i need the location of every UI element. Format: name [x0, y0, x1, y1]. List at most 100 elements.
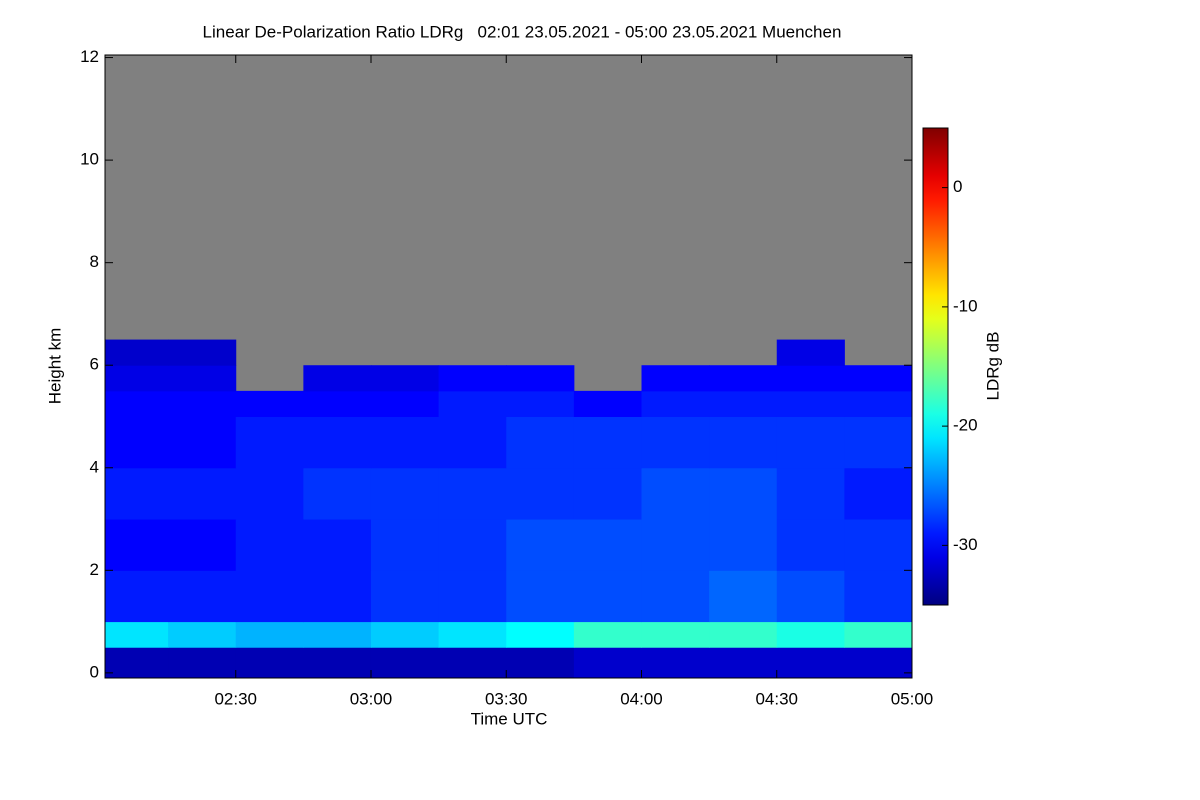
heatmap-cell [506, 621, 575, 648]
heatmap-cell [370, 467, 440, 520]
heatmap-cell [776, 467, 845, 520]
y-tick-label: 6 [90, 355, 99, 374]
x-tick-label: 04:30 [755, 689, 798, 708]
heatmap-cell [370, 519, 440, 571]
heatmap-cell [168, 621, 237, 648]
x-tick-label: 05:00 [891, 689, 934, 708]
heatmap-cell [235, 467, 304, 520]
heatmap-cell [438, 519, 507, 571]
heatmap-cell [370, 647, 440, 679]
colorbar-tick-label: -10 [953, 296, 978, 315]
y-tick-label: 4 [90, 457, 99, 476]
heatmap-cell [709, 390, 778, 417]
x-tick-label: 03:00 [350, 689, 393, 708]
heatmap-cell [370, 570, 440, 623]
heatmap-cell [776, 416, 845, 469]
y-tick-label: 0 [90, 662, 99, 681]
heatmap-cell [105, 467, 169, 520]
heatmap-cell [776, 647, 845, 679]
heatmap-cell [709, 519, 778, 571]
heatmap-cell [105, 570, 169, 623]
heatmap-cell [438, 390, 507, 417]
heatmap-cell [641, 519, 710, 571]
plot-frame [104, 54, 913, 679]
heatmap-cell [168, 416, 237, 469]
heatmap-cell [506, 570, 575, 623]
heatmap-cell [776, 339, 845, 366]
heatmap-cell [641, 467, 710, 520]
heatmap-cell [168, 647, 237, 679]
chart-title: Linear De-Polarization Ratio LDRg 02:01 … [203, 22, 842, 41]
heatmap-cell [438, 570, 507, 623]
heatmap-cell [105, 519, 169, 571]
heatmap-cell [303, 390, 372, 417]
heatmap-cell [370, 365, 440, 392]
heatmap-cell [303, 519, 372, 571]
heatmap-cell [168, 339, 237, 366]
heatmap-cell [303, 621, 372, 648]
heatmap-cell [844, 519, 913, 571]
y-tick-label: 8 [90, 252, 99, 271]
heatmap-cell [303, 365, 372, 392]
heatmap-cell [506, 416, 575, 469]
heatmap-cell [709, 467, 778, 520]
heatmap-cell [573, 621, 642, 648]
heatmap-cell [438, 621, 507, 648]
y-tick-label: 10 [80, 150, 99, 169]
heatmap-cell [844, 390, 913, 417]
heatmap-cell [506, 390, 575, 417]
heatmap-cell [776, 365, 845, 392]
heatmap-cell [506, 519, 575, 571]
heatmap-cell [235, 416, 304, 469]
heatmap-cell [168, 519, 237, 571]
heatmap-cell [776, 621, 845, 648]
x-tick-label: 04:00 [620, 689, 663, 708]
heatmap-cell [235, 570, 304, 623]
heatmap-cell [168, 467, 237, 520]
heatmap-cell [105, 339, 169, 366]
heatmap-cell [844, 416, 913, 469]
heatmap-cell [438, 647, 507, 679]
heatmap-cell [709, 647, 778, 679]
heatmap-cell [641, 365, 710, 392]
y-axis-label: Height km [45, 328, 64, 405]
colorbar-tick-label: -20 [953, 416, 978, 435]
heatmap-cell [105, 647, 169, 679]
heatmap-cell [105, 416, 169, 469]
colorbar [922, 127, 949, 606]
colorbar-tick-label: -30 [953, 535, 978, 554]
heatmap-cell [844, 570, 913, 623]
heatmap-cell [573, 519, 642, 571]
colorbar-label: LDRg dB [983, 332, 1002, 401]
heatmap-cell [844, 621, 913, 648]
heatmap-cell [168, 365, 237, 392]
heatmap-cell [370, 621, 440, 648]
heatmap-cell [303, 467, 372, 520]
heatmap-cell [776, 570, 845, 623]
heatmap-cell [506, 365, 575, 392]
heatmap-cell [438, 416, 507, 469]
heatmap-cell [438, 365, 507, 392]
heatmap-cell [709, 416, 778, 469]
heatmap-cell [641, 570, 710, 623]
heatmap-cell [844, 467, 913, 520]
heatmap-cell [370, 416, 440, 469]
heatmap-cell [573, 390, 642, 417]
heatmap-cell [105, 621, 169, 648]
heatmap-cell [235, 647, 304, 679]
heatmap-cell [709, 621, 778, 648]
heatmap-cell [303, 570, 372, 623]
heatmap-cell [709, 365, 778, 392]
heatmap-cell [641, 647, 710, 679]
heatmap-cell [168, 390, 237, 417]
y-tick-label: 12 [80, 47, 99, 66]
heatmap-cell [641, 621, 710, 648]
heatmap-cell [776, 390, 845, 417]
heatmap-cell [506, 467, 575, 520]
heatmap-cell [303, 416, 372, 469]
heatmap-cell [641, 416, 710, 469]
heatmap-cell [844, 647, 913, 679]
heatmap-cell [776, 519, 845, 571]
heatmap-cell [105, 365, 169, 392]
